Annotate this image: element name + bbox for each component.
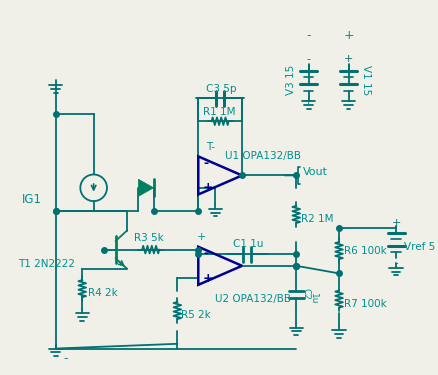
- Text: R3 5k: R3 5k: [134, 233, 163, 243]
- Text: -: -: [63, 352, 68, 364]
- Text: U2 OPA132/BB: U2 OPA132/BB: [215, 294, 291, 304]
- Text: -: -: [203, 157, 208, 170]
- Text: +: +: [203, 181, 214, 194]
- Text: +: +: [392, 218, 401, 228]
- Text: T1 2N2222: T1 2N2222: [18, 259, 75, 269]
- Text: Vref 5: Vref 5: [404, 242, 435, 252]
- Text: R7 100k: R7 100k: [344, 299, 387, 309]
- Text: -: -: [307, 54, 311, 64]
- Text: -: -: [394, 258, 398, 268]
- Text: C3 5p: C3 5p: [206, 84, 237, 94]
- Text: C2: C2: [301, 288, 310, 300]
- Text: +: +: [203, 272, 214, 285]
- Text: R4 2k: R4 2k: [88, 288, 118, 298]
- Text: 1u: 1u: [309, 293, 318, 305]
- Text: C1 1u: C1 1u: [233, 239, 263, 249]
- Text: -: -: [203, 247, 208, 260]
- Text: V3 15: V3 15: [286, 65, 297, 96]
- Text: V1 15: V1 15: [360, 65, 371, 96]
- Text: -: -: [346, 96, 350, 106]
- Text: IG1: IG1: [22, 193, 42, 206]
- Text: R5 2k: R5 2k: [181, 310, 211, 320]
- Text: +: +: [344, 54, 353, 64]
- Text: +: +: [343, 29, 354, 42]
- Text: -: -: [306, 29, 311, 42]
- Text: R2 1M: R2 1M: [301, 214, 333, 224]
- Text: U1 OPA132/BB: U1 OPA132/BB: [225, 152, 301, 161]
- Text: +: +: [304, 96, 313, 106]
- Text: T-: T-: [206, 142, 215, 152]
- Text: +: +: [196, 232, 206, 242]
- Text: R1 1M: R1 1M: [203, 107, 236, 117]
- Text: R6 100k: R6 100k: [344, 246, 387, 256]
- Text: Vout: Vout: [303, 166, 328, 177]
- Polygon shape: [138, 179, 154, 196]
